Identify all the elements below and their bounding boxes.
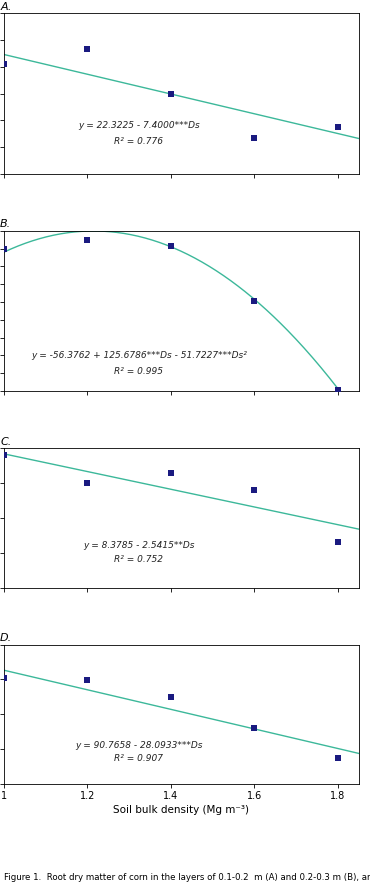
Point <box>252 130 258 144</box>
Point <box>335 535 341 549</box>
Text: R² = 0.776: R² = 0.776 <box>114 137 163 146</box>
Text: C.: C. <box>0 437 11 447</box>
Point <box>1 448 7 462</box>
Text: y = 90.7658 - 28.0933***Ds: y = 90.7658 - 28.0933***Ds <box>75 741 202 750</box>
Text: Figure 1.  Root dry matter of corn in the layers of 0.1-0.2  m (A) and 0.2-0.3 m: Figure 1. Root dry matter of corn in the… <box>4 873 370 882</box>
Point <box>335 383 341 397</box>
Point <box>84 476 90 490</box>
Point <box>252 483 258 497</box>
Point <box>1 57 7 71</box>
Text: B.: B. <box>0 219 11 229</box>
Point <box>168 238 174 253</box>
Text: y = -56.3762 + 125.6786***Ds - 51.7227***Ds²: y = -56.3762 + 125.6786***Ds - 51.7227**… <box>31 352 247 361</box>
Point <box>1 242 7 256</box>
Text: y = 22.3225 - 7.4000***Ds: y = 22.3225 - 7.4000***Ds <box>78 121 199 130</box>
Point <box>168 87 174 101</box>
Point <box>252 294 258 308</box>
X-axis label: Soil bulk density (Mg m⁻³): Soil bulk density (Mg m⁻³) <box>113 805 249 815</box>
Point <box>335 120 341 134</box>
Point <box>84 43 90 57</box>
Text: R² = 0.907: R² = 0.907 <box>114 755 163 764</box>
Point <box>84 232 90 246</box>
Text: y = 8.3785 - 2.5415**Ds: y = 8.3785 - 2.5415**Ds <box>83 541 194 550</box>
Point <box>168 690 174 704</box>
Text: D.: D. <box>0 633 12 643</box>
Point <box>1 671 7 685</box>
Text: A.: A. <box>0 2 11 12</box>
Point <box>168 465 174 479</box>
Point <box>335 750 341 765</box>
Point <box>84 673 90 688</box>
Text: R² = 0.752: R² = 0.752 <box>114 556 163 564</box>
Text: R² = 0.995: R² = 0.995 <box>114 368 163 377</box>
Point <box>252 721 258 735</box>
